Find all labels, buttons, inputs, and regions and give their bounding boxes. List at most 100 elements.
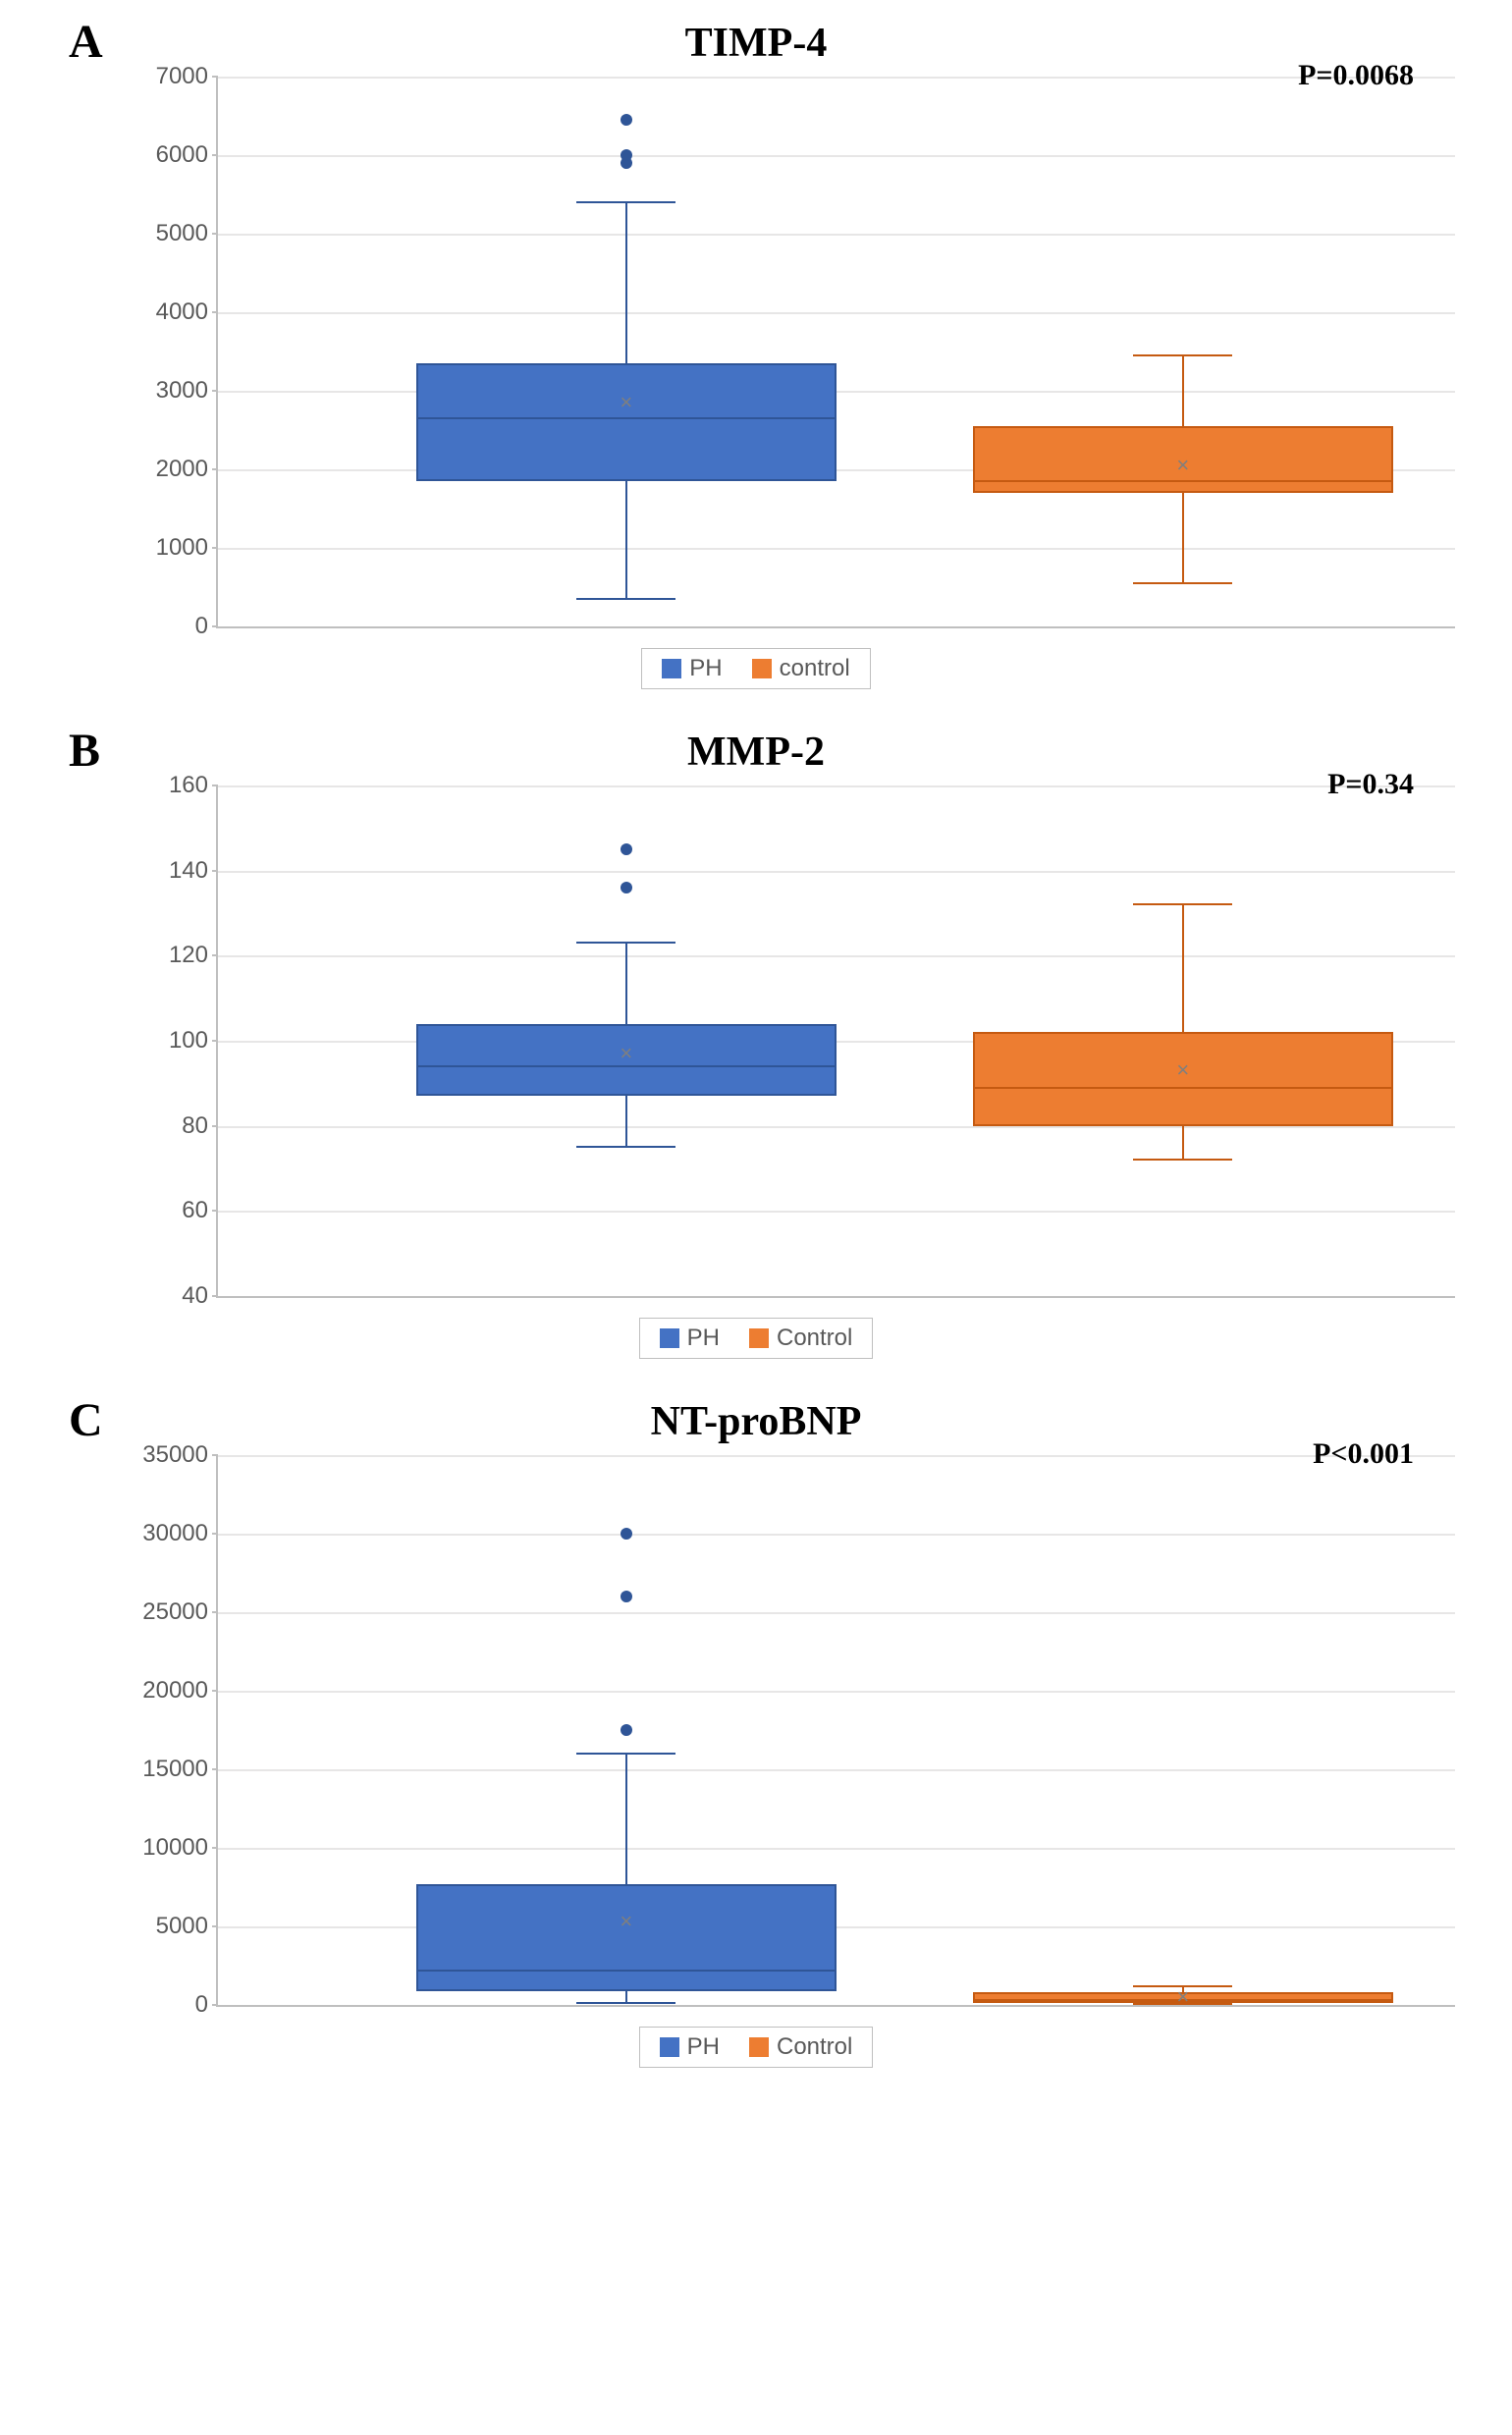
legend-swatch [660,1328,679,1348]
median-line [416,1970,837,1972]
gridline [218,234,1455,236]
legend-item: Control [749,2033,852,2061]
y-tick-mark [212,1210,218,1212]
panel-A: ATIMP-401000200030004000500060007000××P=… [39,20,1473,689]
y-tick-mark [212,1690,218,1692]
y-tick-label: 7000 [156,63,218,90]
y-tick-mark [212,76,218,78]
legend-swatch [662,659,681,678]
whisker-cap [576,1753,675,1755]
panel-letter: A [69,15,103,69]
y-tick-mark [212,390,218,392]
legend-item: PH [660,2033,720,2061]
y-tick-mark [212,1611,218,1613]
panel-letter: C [69,1393,103,1447]
legend-label: Control [777,1325,852,1352]
figure-container: ATIMP-401000200030004000500060007000××P=… [0,0,1512,2146]
outlier-point [621,1724,632,1736]
y-tick-mark [212,954,218,956]
y-tick-mark [212,311,218,313]
plot-area: 406080100120140160×× [216,785,1455,1298]
panel-C: CNT-proBNP050001000015000200002500030000… [39,1398,1473,2068]
y-tick-label: 20000 [142,1677,218,1704]
box [416,1884,837,1991]
gridline [218,1455,1455,1457]
whisker-cap [1133,582,1232,584]
outlier-point [621,882,632,893]
p-value-label: P<0.001 [1313,1437,1414,1471]
gridline [218,1211,1455,1213]
mean-marker: × [620,1041,632,1066]
y-tick-label: 120 [169,942,218,969]
panel-letter: B [69,724,100,778]
y-tick-mark [212,1533,218,1535]
y-tick-mark [212,547,218,549]
y-tick-label: 1000 [156,534,218,562]
y-tick-mark [212,1925,218,1927]
y-tick-label: 4000 [156,298,218,326]
y-tick-mark [212,1454,218,1456]
outlier-point [621,843,632,855]
y-tick-label: 140 [169,857,218,885]
gridline [218,548,1455,550]
whisker-cap [1133,354,1232,356]
panel-title: MMP-2 [39,729,1473,776]
box [416,363,837,481]
p-value-label: P=0.34 [1327,768,1414,801]
legend-swatch [749,1328,769,1348]
outlier-point [621,1528,632,1540]
legend-item: PH [662,655,722,682]
y-tick-label: 100 [169,1027,218,1055]
whisker-cap [1133,1159,1232,1161]
gridline [218,1769,1455,1771]
y-tick-label: 5000 [156,220,218,247]
y-tick-label: 15000 [142,1756,218,1783]
mean-marker: × [1176,1057,1189,1083]
whisker-cap [1133,903,1232,905]
whisker-cap [576,2002,675,2004]
gridline [218,1848,1455,1850]
legend-label: control [780,655,850,682]
y-tick-mark [212,1125,218,1127]
y-tick-label: 160 [169,772,218,799]
gridline [218,871,1455,873]
y-tick-label: 2000 [156,456,218,483]
gridline [218,1534,1455,1536]
y-tick-mark [212,233,218,235]
y-tick-mark [212,1040,218,1042]
legend: PH Control [639,2027,874,2068]
legend-label: PH [687,2033,720,2061]
mean-marker: × [1176,1984,1189,2010]
legend: PH Control [639,1318,874,1359]
legend-label: Control [777,2033,852,2061]
y-tick-mark [212,2004,218,2006]
y-tick-mark [212,468,218,470]
gridline [218,155,1455,157]
y-tick-mark [212,785,218,786]
median-line [973,1087,1393,1089]
gridline [218,391,1455,393]
legend-item: Control [749,1325,852,1352]
outlier-point [621,114,632,126]
median-line [416,417,837,419]
y-tick-mark [212,1847,218,1849]
y-tick-label: 5000 [156,1913,218,1940]
y-tick-label: 3000 [156,377,218,405]
y-tick-mark [212,625,218,627]
legend-item: PH [660,1325,720,1352]
legend: PH control [641,648,870,689]
whisker-cap [576,598,675,600]
legend-swatch [752,659,772,678]
y-tick-label: 10000 [142,1834,218,1862]
p-value-label: P=0.0068 [1298,59,1414,92]
y-tick-mark [212,1295,218,1297]
outlier-point [621,1591,632,1602]
y-tick-label: 30000 [142,1520,218,1547]
whisker-cap [576,942,675,944]
gridline [218,1926,1455,1928]
whisker-cap [576,1146,675,1148]
y-tick-mark [212,870,218,872]
panel-B: BMMP-2406080100120140160××P=0.34PHContro… [39,729,1473,1359]
gridline [218,955,1455,957]
gridline [218,77,1455,79]
